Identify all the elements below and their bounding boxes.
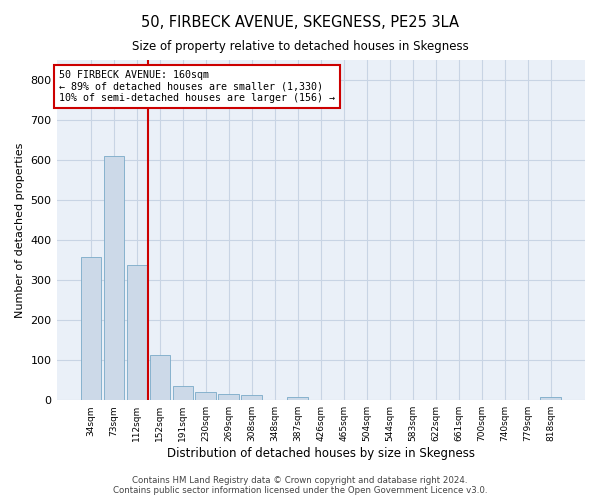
X-axis label: Distribution of detached houses by size in Skegness: Distribution of detached houses by size … (167, 447, 475, 460)
Bar (196, 392, 216, 400)
Y-axis label: Number of detached properties: Number of detached properties (15, 142, 25, 318)
Bar (127, 265, 147, 400)
Text: Contains HM Land Registry data © Crown copyright and database right 2024.
Contai: Contains HM Land Registry data © Crown c… (113, 476, 487, 495)
Bar (241, 396, 262, 400)
Bar (540, 397, 561, 400)
Bar (80, 257, 101, 400)
Text: Size of property relative to detached houses in Skegness: Size of property relative to detached ho… (131, 40, 469, 53)
Bar (104, 156, 124, 400)
Bar (173, 386, 193, 400)
Text: 50 FIRBECK AVENUE: 160sqm
← 89% of detached houses are smaller (1,330)
10% of se: 50 FIRBECK AVENUE: 160sqm ← 89% of detac… (59, 70, 335, 103)
Bar (149, 355, 170, 400)
Bar (218, 394, 239, 400)
Text: 50, FIRBECK AVENUE, SKEGNESS, PE25 3LA: 50, FIRBECK AVENUE, SKEGNESS, PE25 3LA (141, 15, 459, 30)
Bar (287, 397, 308, 400)
